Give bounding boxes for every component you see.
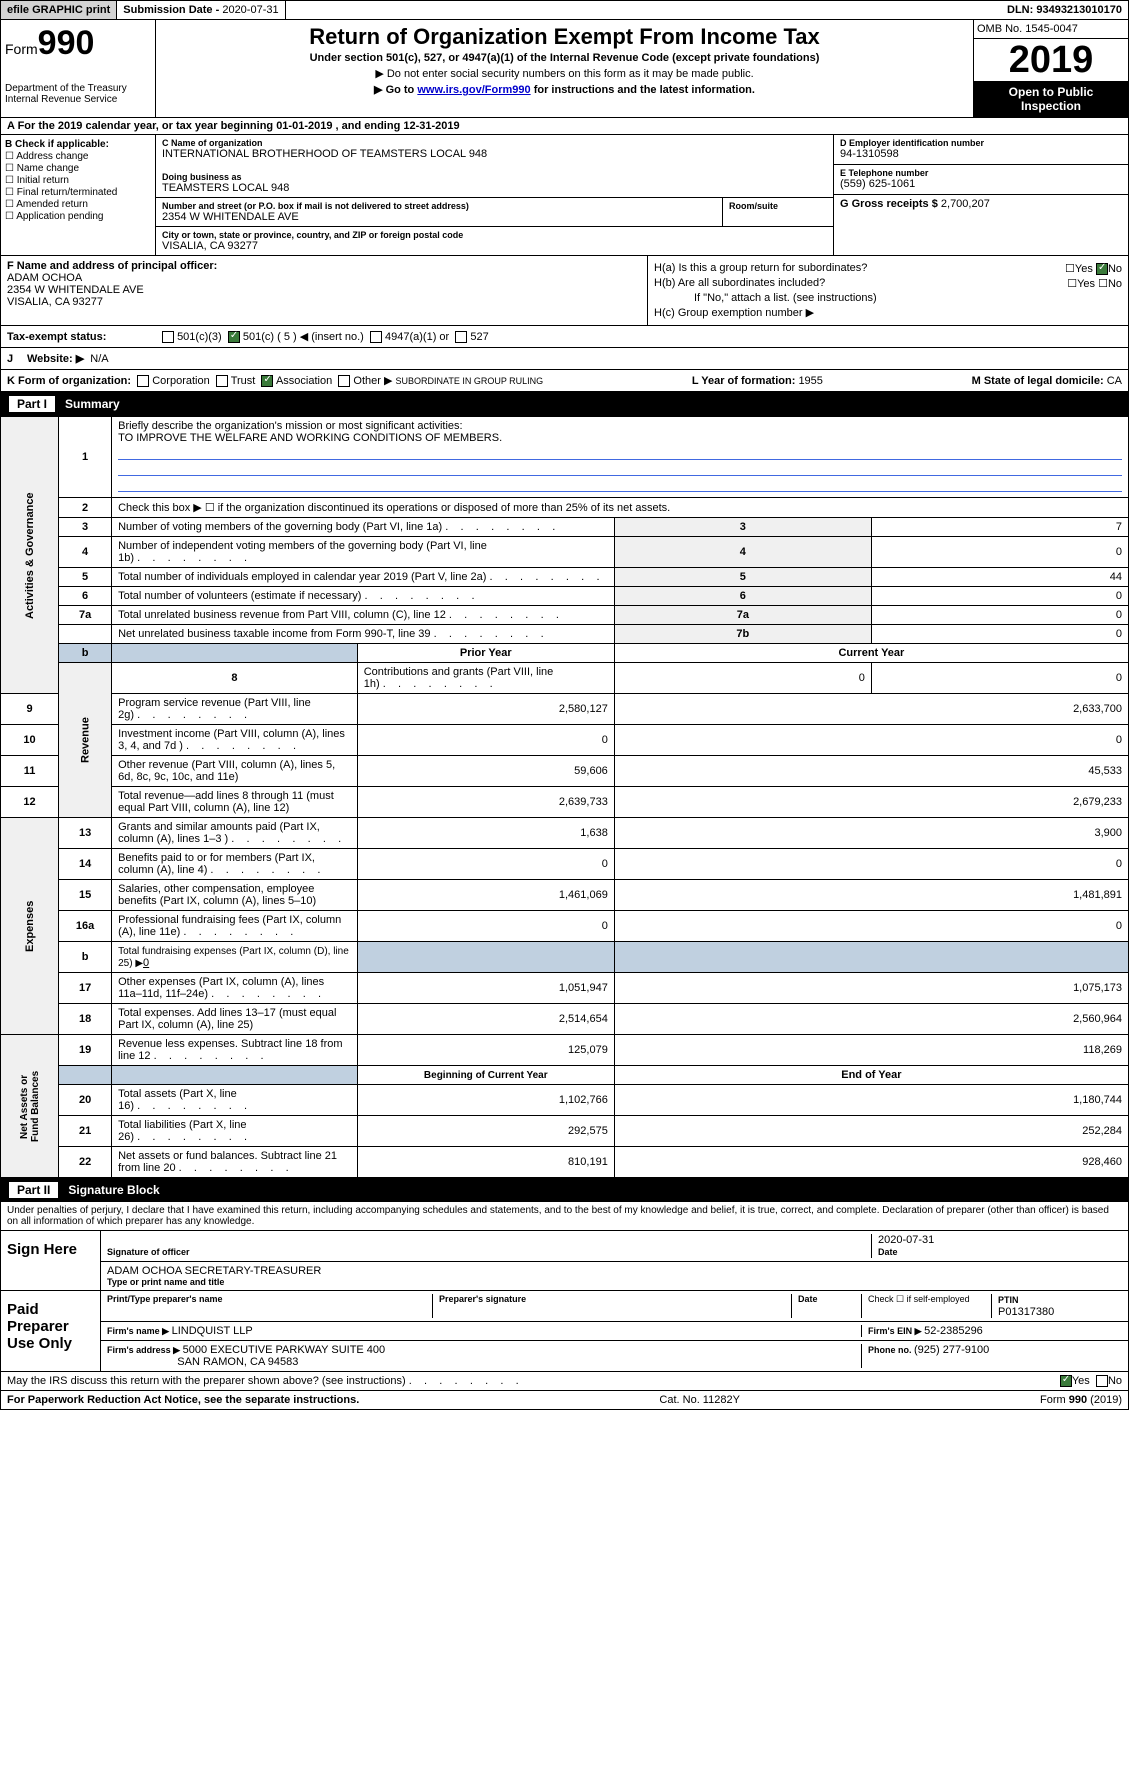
tel: (559) 625-1061 <box>840 178 1122 190</box>
form-title: Return of Organization Exempt From Incom… <box>164 24 965 50</box>
city-label: City or town, state or province, country… <box>162 230 827 240</box>
part2-header: Part IISignature Block <box>0 1178 1129 1202</box>
website-row: J Website: ▶ N/A <box>0 348 1129 370</box>
sign-block: Sign Here Signature of officer2020-07-31… <box>0 1231 1129 1291</box>
mission-ans: TO IMPROVE THE WELFARE AND WORKING CONDI… <box>118 432 502 444</box>
check-address-change[interactable]: ☐ Address change <box>5 151 151 162</box>
officer-label: F Name and address of principal officer: <box>7 260 641 272</box>
city: VISALIA, CA 93277 <box>162 240 827 252</box>
tax-4947[interactable]: 4947(a)(1) or <box>370 331 449 343</box>
tel-label: E Telephone number <box>840 168 1122 178</box>
line2: Check this box ▶ ☐ if the organization d… <box>112 498 1129 518</box>
officer-name: ADAM OCHOA <box>7 272 641 284</box>
check-final-return[interactable]: ☐ Final return/terminated <box>5 187 151 198</box>
submission-date: Submission Date - 2020-07-31 <box>117 1 285 19</box>
form-subtitle: Under section 501(c), 527, or 4947(a)(1)… <box>164 52 965 64</box>
vlabel-revenue: Revenue <box>59 663 112 818</box>
department: Department of the Treasury Internal Reve… <box>5 83 151 105</box>
footer: For Paperwork Reduction Act Notice, see … <box>0 1391 1129 1410</box>
info-grid: B Check if applicable: ☐ Address change … <box>0 135 1129 256</box>
open-public: Open to Public Inspection <box>974 81 1128 117</box>
addr: 2354 W WHITENDALE AVE <box>162 211 716 223</box>
check-amended[interactable]: ☐ Amended return <box>5 199 151 210</box>
dln: DLN: 93493213010170 <box>1001 1 1128 19</box>
hb-note: If "No," attach a list. (see instruction… <box>654 292 1122 304</box>
note-link: ▶ Go to www.irs.gov/Form990 for instruct… <box>164 83 965 96</box>
vlabel-activities: Activities & Governance <box>1 417 59 694</box>
ein: 94-1310598 <box>840 148 1122 160</box>
ein-label: D Employer identification number <box>840 138 1122 148</box>
col-b-label: B Check if applicable: <box>5 139 151 150</box>
hb-answer[interactable]: ☐Yes ☐No <box>1067 277 1122 290</box>
ha-label: H(a) Is this a group return for subordin… <box>654 262 867 275</box>
note-ssn: ▶ Do not enter social security numbers o… <box>164 67 965 80</box>
vlabel-netassets: Net Assets or Fund Balances <box>1 1035 59 1178</box>
officer-addr1: 2354 W WHITENDALE AVE <box>7 284 641 296</box>
gross: 2,700,207 <box>941 198 990 210</box>
tax-status-row: Tax-exempt status: 501(c)(3) 501(c) ( 5 … <box>0 326 1129 348</box>
dba-label: Doing business as <box>162 172 827 182</box>
paid-preparer-label: Paid Preparer Use Only <box>1 1291 101 1371</box>
gross-label: G Gross receipts $ <box>840 198 941 210</box>
discuss-row: May the IRS discuss this return with the… <box>0 1372 1129 1391</box>
form-number: Form990 <box>5 24 151 63</box>
ha-answer[interactable]: ☐Yes No <box>1065 262 1122 275</box>
tax-527[interactable]: 527 <box>455 331 488 343</box>
hc-label: H(c) Group exemption number ▶ <box>654 306 1122 319</box>
preparer-block: Paid Preparer Use Only Print/Type prepar… <box>0 1291 1129 1372</box>
omb-number: OMB No. 1545-0047 <box>974 20 1128 39</box>
part1-header: Part ISummary <box>0 392 1129 416</box>
org-name-label: C Name of organization <box>162 138 827 148</box>
efile-button[interactable]: efile GRAPHIC print <box>1 1 117 19</box>
top-bar: efile GRAPHIC print Submission Date - 20… <box>0 0 1129 20</box>
form-header: Form990 Department of the Treasury Inter… <box>0 20 1129 118</box>
dba: TEAMSTERS LOCAL 948 <box>162 182 827 194</box>
section-a: A For the 2019 calendar year, or tax yea… <box>0 118 1129 135</box>
tax-year: 2019 <box>974 39 1128 81</box>
check-name-change[interactable]: ☐ Name change <box>5 163 151 174</box>
sign-here-label: Sign Here <box>1 1231 101 1290</box>
irs-link[interactable]: www.irs.gov/Form990 <box>417 84 530 96</box>
row-fgh: F Name and address of principal officer:… <box>0 256 1129 326</box>
room-label: Room/suite <box>729 201 827 211</box>
hb-label: H(b) Are all subordinates included? <box>654 277 825 290</box>
org-name: INTERNATIONAL BROTHERHOOD OF TEAMSTERS L… <box>162 148 827 160</box>
addr-label: Number and street (or P.O. box if mail i… <box>162 201 716 211</box>
k-row: K Form of organization: Corporation Trus… <box>0 370 1129 392</box>
discuss-answer[interactable]: Yes No <box>1060 1375 1122 1387</box>
tax-501c3[interactable]: 501(c)(3) <box>162 331 222 343</box>
summary-table: Activities & Governance 1 Briefly descri… <box>0 416 1129 1178</box>
check-initial-return[interactable]: ☐ Initial return <box>5 175 151 186</box>
perjury-text: Under penalties of perjury, I declare th… <box>0 1202 1129 1231</box>
check-pending[interactable]: ☐ Application pending <box>5 211 151 222</box>
mission-q: Briefly describe the organization's miss… <box>118 420 462 432</box>
vlabel-expenses: Expenses <box>1 818 59 1035</box>
officer-addr2: VISALIA, CA 93277 <box>7 296 641 308</box>
tax-501c[interactable]: 501(c) ( 5 ) ◀ (insert no.) <box>228 330 364 343</box>
